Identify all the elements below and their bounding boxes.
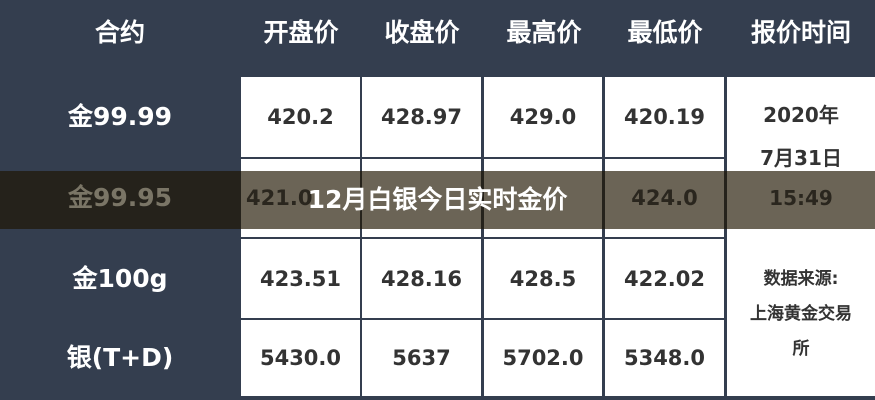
header-high: 最高价 (506, 18, 582, 47)
price-cell: 5702.0 (484, 320, 602, 396)
contract-name: 银(T+D) (66, 343, 174, 372)
price-cell: 428.5 (484, 239, 602, 318)
price-cell: 420.19 (605, 77, 724, 157)
price-cell: 429.0 (484, 77, 602, 157)
price-cell (362, 159, 481, 237)
price-cell: 428.97 (362, 77, 481, 157)
price-cell: 420.2 (241, 77, 360, 157)
price-cell: 423.51 (241, 239, 360, 318)
price-cell (484, 159, 602, 237)
price-cell: 422.02 (605, 239, 724, 318)
source-name: 上海黄金交易 (750, 304, 852, 324)
source-name-end: 所 (792, 339, 810, 359)
header-close: 收盘价 (384, 18, 460, 47)
time-clock: 15:49 (769, 186, 833, 210)
header-open: 开盘价 (263, 18, 339, 47)
time-date: 7月31日 (760, 146, 842, 170)
price-cell: 421.0 (241, 159, 360, 237)
time-source-cell: 2020年 7月31日 15:49 数据来源: 上海黄金交易 所 (727, 77, 875, 396)
contract-name: 金99.95 (67, 183, 173, 212)
contract-name: 金99.99 (67, 102, 173, 131)
price-cell: 424.0 (605, 159, 724, 237)
time-year: 2020年 (763, 103, 839, 127)
price-cell: 428.16 (362, 239, 481, 318)
price-cell: 5348.0 (605, 320, 724, 396)
contract-name: 金100g (72, 264, 168, 293)
price-cell: 5430.0 (241, 320, 360, 396)
header-time: 报价时间 (750, 18, 851, 47)
header-contract: 合约 (94, 18, 145, 47)
header-low: 最低价 (627, 18, 703, 47)
source-label: 数据来源: (763, 269, 839, 289)
price-cell: 5637 (362, 320, 481, 396)
